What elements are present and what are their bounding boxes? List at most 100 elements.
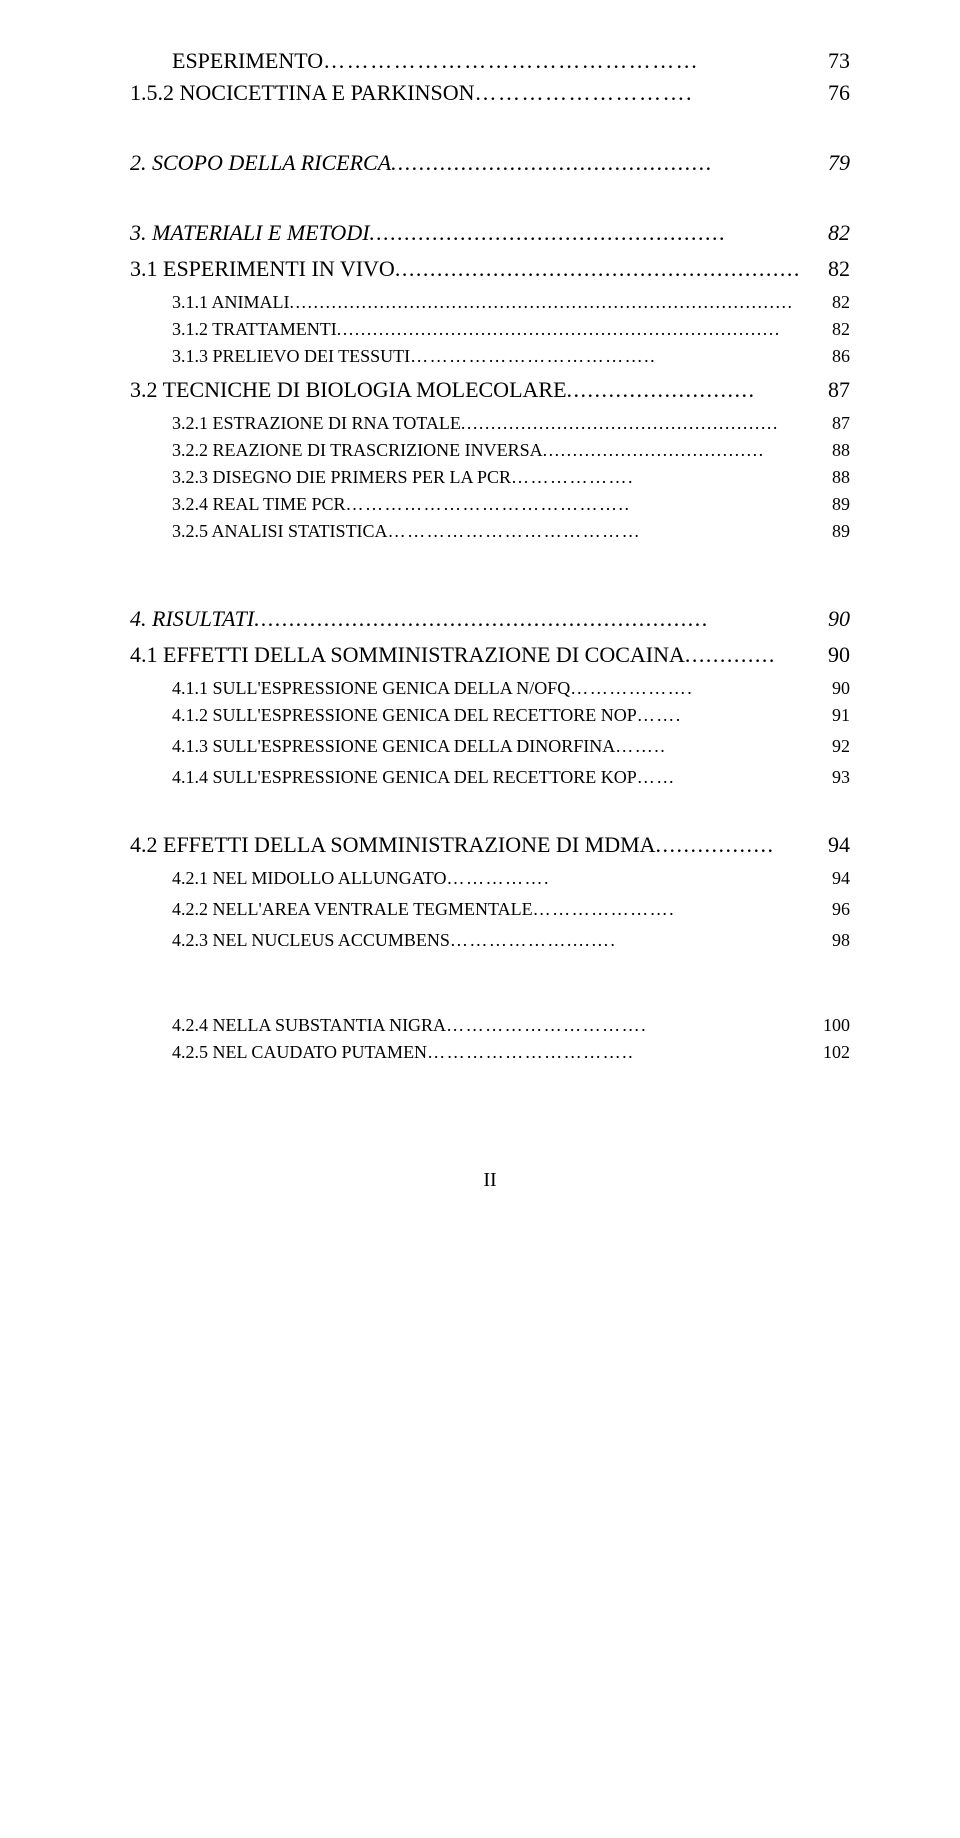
toc-entry-leader: ……. bbox=[637, 705, 832, 726]
spacer bbox=[130, 1063, 850, 1069]
toc-entry-pad bbox=[819, 736, 833, 757]
spacer bbox=[130, 889, 850, 899]
toc-entry: 3. MATERIALI E METODI...................… bbox=[130, 220, 850, 246]
toc-entry-page: 90 bbox=[828, 606, 850, 632]
toc-entry-page: 82 bbox=[832, 319, 850, 340]
toc-entry-label: 3.1.1 ANIMALI bbox=[172, 292, 290, 313]
toc-entry-label: 3.2.1 ESTRAZIONE DI RNA TOTALE bbox=[172, 413, 461, 434]
page-footer: II bbox=[130, 1169, 850, 1192]
toc-entry-leader: ................. bbox=[656, 832, 828, 858]
toc-entry: 3.2.1 ESTRAZIONE DI RNA TOTALE..........… bbox=[130, 413, 850, 434]
toc-entry-leader: ............. bbox=[685, 642, 828, 668]
toc-entry-label: 4.1.3 SULL'ESPRESSIONE GENICA DELLA DINO… bbox=[172, 736, 615, 757]
spacer bbox=[130, 542, 850, 606]
spacer bbox=[130, 726, 850, 736]
toc-entry-page: 94 bbox=[832, 868, 850, 889]
spacer bbox=[130, 246, 850, 256]
toc-entry-leader: ……………………………….. bbox=[410, 346, 832, 367]
toc-entry-leader: ........................................… bbox=[370, 220, 828, 246]
toc-entry-page: 90 bbox=[832, 678, 850, 699]
toc-entry-page: 73 bbox=[828, 48, 850, 74]
spacer bbox=[130, 757, 850, 767]
toc-entry-leader: ........................................… bbox=[461, 413, 832, 434]
toc-entry-label: 3.2.4 REAL TIME PCR bbox=[172, 494, 346, 515]
toc-entry-leader: …………………………. bbox=[446, 1015, 823, 1036]
toc-entry-page: 88 bbox=[832, 467, 850, 488]
toc-entry: 4.1.3 SULL'ESPRESSIONE GENICA DELLA DINO… bbox=[130, 736, 850, 757]
toc-entry-page: 92 bbox=[832, 736, 850, 757]
toc-entry-label: 2. SCOPO DELLA RICERCA bbox=[130, 150, 391, 176]
toc-entry-page: 102 bbox=[823, 1042, 850, 1063]
toc-entry: 4. RISULTATI............................… bbox=[130, 606, 850, 632]
toc-entry: 4.2.1 NEL MIDOLLO ALLUNGATO……………. 94 bbox=[130, 868, 850, 889]
toc-entry-leader: ………………....…. bbox=[450, 930, 832, 951]
toc-entry: 3.2.2 REAZIONE DI TRASCRIZIONE INVERSA..… bbox=[130, 440, 850, 461]
toc-entry: ESPERIMENTO…………………………………………73 bbox=[130, 48, 850, 74]
toc-entry-leader: ………………. bbox=[511, 467, 832, 488]
toc-entry-leader: ........................................… bbox=[337, 319, 832, 340]
toc-entry-label: 3.1.2 TRATTAMENTI bbox=[172, 319, 337, 340]
spacer bbox=[130, 920, 850, 930]
spacer bbox=[130, 632, 850, 642]
toc-entry-page: 79 bbox=[828, 150, 850, 176]
toc-entry-page: 93 bbox=[832, 767, 850, 788]
spacer bbox=[130, 282, 850, 292]
toc-entry: 4.1 EFFETTI DELLA SOMMINISTRAZIONE DI CO… bbox=[130, 642, 850, 668]
toc-entry: 3.2.4 REAL TIME PCR……………………………………..89 bbox=[130, 494, 850, 515]
toc-entry-page: 94 bbox=[828, 832, 850, 858]
toc-entry-pad bbox=[742, 868, 832, 889]
toc-entry-leader: ........................................… bbox=[395, 256, 828, 282]
toc-entry: 3.1 ESPERIMENTI IN VIVO.................… bbox=[130, 256, 850, 282]
toc-entry-leader: ........................................… bbox=[290, 292, 833, 313]
spacer bbox=[130, 951, 850, 1015]
toc-entry-label: 3.2.3 DISEGNO DIE PRIMERS PER LA PCR bbox=[172, 467, 511, 488]
toc-entry-leader: ………………. bbox=[570, 678, 832, 699]
toc-entry-label: 4.1.4 SULL'ESPRESSIONE GENICA DEL RECETT… bbox=[172, 767, 637, 788]
toc-entry: 4.2.3 NEL NUCLEUS ACCUMBENS………………....….9… bbox=[130, 930, 850, 951]
toc-entry-leader: ........................................… bbox=[254, 606, 828, 632]
toc-entry-label: 4.2.3 NEL NUCLEUS ACCUMBENS bbox=[172, 930, 450, 951]
toc-entry-pad bbox=[819, 767, 833, 788]
table-of-contents: ESPERIMENTO…………………………………………731.5.2 NOCIC… bbox=[130, 48, 850, 1069]
spacer bbox=[130, 367, 850, 377]
spacer bbox=[130, 668, 850, 678]
toc-entry-label: 3.1 ESPERIMENTI IN VIVO bbox=[130, 256, 395, 282]
spacer bbox=[130, 403, 850, 413]
toc-entry-page: 91 bbox=[832, 705, 850, 726]
toc-entry-page: 98 bbox=[832, 930, 850, 951]
toc-entry-page: 86 bbox=[832, 346, 850, 367]
toc-entry: 4.1.4 SULL'ESPRESSIONE GENICA DEL RECETT… bbox=[130, 767, 850, 788]
toc-entry-page: 76 bbox=[828, 80, 850, 106]
toc-entry: 3.2 TECNICHE DI BIOLOGIA MOLECOLARE.....… bbox=[130, 377, 850, 403]
toc-entry: 4.2 EFFETTI DELLA SOMMINISTRAZIONE DI MD… bbox=[130, 832, 850, 858]
toc-entry-page: 100 bbox=[823, 1015, 850, 1036]
toc-entry-leader: …………………………………….. bbox=[346, 494, 832, 515]
spacer bbox=[130, 788, 850, 832]
toc-entry-label: 3.2.2 REAZIONE DI TRASCRIZIONE INVERSA bbox=[172, 440, 543, 461]
toc-entry-page: 82 bbox=[828, 220, 850, 246]
toc-entry-label: 4.1.1 SULL'ESPRESSIONE GENICA DELLA N/OF… bbox=[172, 678, 570, 699]
toc-entry: 3.2.5 ANALISI STATISTICA…………………………………89 bbox=[130, 521, 850, 542]
toc-entry: 4.1.2 SULL'ESPRESSIONE GENICA DEL RECETT… bbox=[130, 705, 850, 726]
toc-entry-page: 89 bbox=[832, 521, 850, 542]
toc-entry-leader: ………………………………………… bbox=[323, 48, 828, 74]
toc-entry-leader: ..................................... bbox=[543, 440, 832, 461]
toc-entry-label: 4.1 EFFETTI DELLA SOMMINISTRAZIONE DI CO… bbox=[130, 642, 685, 668]
toc-entry-page: 87 bbox=[832, 413, 850, 434]
toc-entry-page: 82 bbox=[828, 256, 850, 282]
toc-entry: 3.1.2 TRATTAMENTI.......................… bbox=[130, 319, 850, 340]
toc-entry-page: 88 bbox=[832, 440, 850, 461]
toc-entry-leader: ........................................… bbox=[391, 150, 828, 176]
toc-entry-label: ESPERIMENTO bbox=[172, 48, 323, 74]
toc-entry: 3.1.3 PRELIEVO DEI TESSUTI………………………………..… bbox=[130, 346, 850, 367]
toc-entry: 4.2.5 NEL CAUDATO PUTAMEN…………………………..102 bbox=[130, 1042, 850, 1063]
toc-entry-leader: …… bbox=[637, 767, 819, 788]
toc-entry: 3.2.3 DISEGNO DIE PRIMERS PER LA PCR…………… bbox=[130, 467, 850, 488]
toc-entry: 4.2.2 NELL'AREA VENTRALE TEGMENTALE……………… bbox=[130, 899, 850, 920]
toc-entry-label: 3.2 TECNICHE DI BIOLOGIA MOLECOLARE bbox=[130, 377, 567, 403]
toc-entry: 2. SCOPO DELLA RICERCA..................… bbox=[130, 150, 850, 176]
toc-entry-leader: …………………. bbox=[533, 899, 832, 920]
toc-entry-label: 4.2.5 NEL CAUDATO PUTAMEN bbox=[172, 1042, 427, 1063]
toc-entry: 3.1.1 ANIMALI...........................… bbox=[130, 292, 850, 313]
toc-entry-label: 4.2.2 NELL'AREA VENTRALE TEGMENTALE bbox=[172, 899, 533, 920]
